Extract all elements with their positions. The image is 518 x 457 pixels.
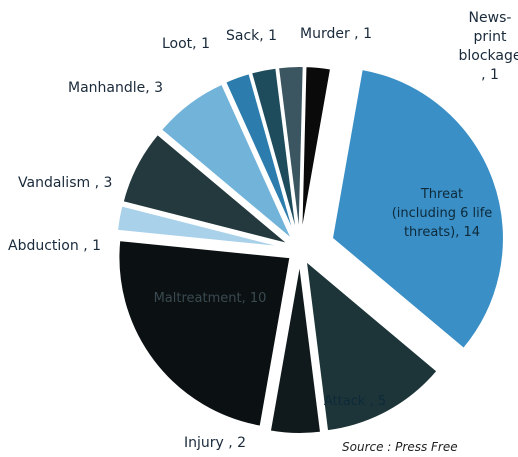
slice-label: Abduction , 1 bbox=[8, 238, 101, 254]
pie-slice bbox=[159, 82, 294, 242]
label-line: Maltreatment, 10 bbox=[154, 291, 267, 306]
slice-label: Threat (including 6 life threats), 14 bbox=[392, 187, 493, 240]
slice-label: Maltreatment, 10 bbox=[154, 291, 267, 306]
label-line: Sack, 1 bbox=[226, 28, 277, 44]
pie-slice bbox=[300, 65, 333, 239]
pie-slice bbox=[268, 261, 323, 435]
label-line: blockage bbox=[459, 48, 518, 64]
pie-slice bbox=[121, 132, 290, 246]
pie-slice bbox=[223, 71, 297, 240]
pie-slice bbox=[117, 239, 292, 428]
slice-label: Injury , 2 bbox=[184, 435, 246, 451]
slice-label: Murder , 1 bbox=[300, 26, 372, 42]
slice-label: Attack , 5 bbox=[324, 394, 386, 409]
slice-label: Vandalism , 3 bbox=[18, 175, 112, 191]
pie-slice bbox=[304, 258, 439, 433]
label-line: Threat bbox=[420, 187, 463, 202]
label-line: , 1 bbox=[481, 67, 499, 83]
label-line: Vandalism , 3 bbox=[18, 175, 112, 191]
slice-label: Manhandle, 3 bbox=[68, 80, 163, 96]
slice-label: Loot, 1 bbox=[162, 36, 210, 52]
label-line: Loot, 1 bbox=[162, 36, 210, 52]
pie-slice bbox=[115, 204, 289, 249]
pie-slice bbox=[330, 67, 505, 351]
label-line: Murder , 1 bbox=[300, 26, 372, 42]
label-line: threats), 14 bbox=[404, 225, 480, 240]
label-line: Abduction , 1 bbox=[8, 238, 101, 254]
label-line: Attack , 5 bbox=[324, 394, 386, 409]
source-note: Source : Press Free bbox=[342, 440, 458, 454]
pie-slice bbox=[276, 65, 305, 239]
label-line: print bbox=[474, 29, 507, 45]
label-line: (including 6 life bbox=[392, 206, 493, 221]
label-line: News- bbox=[469, 10, 512, 26]
label-line: Manhandle, 3 bbox=[68, 80, 163, 96]
pie-slice bbox=[249, 66, 299, 239]
slice-label: News-print blockage , 1 bbox=[459, 10, 518, 83]
slice-label: Sack, 1 bbox=[226, 28, 277, 44]
label-line: Injury , 2 bbox=[184, 435, 246, 451]
